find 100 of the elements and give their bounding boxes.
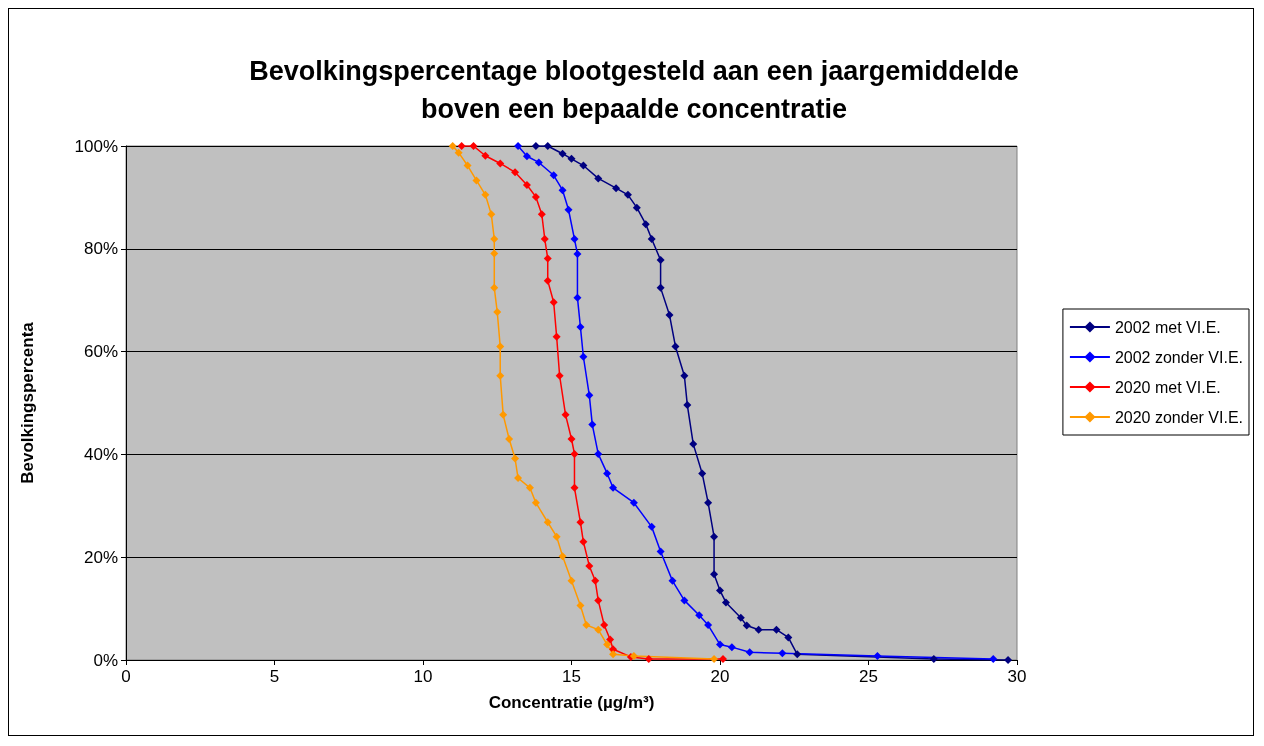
point	[716, 586, 724, 595]
point	[490, 249, 499, 258]
point	[612, 184, 621, 193]
point	[680, 596, 689, 605]
point	[591, 576, 600, 585]
point	[745, 648, 754, 657]
point	[647, 235, 656, 244]
point	[531, 142, 540, 150]
point	[570, 235, 579, 244]
point	[641, 220, 650, 229]
point	[555, 371, 564, 380]
point	[594, 174, 603, 183]
point	[718, 654, 727, 663]
point	[552, 332, 561, 341]
point	[543, 142, 552, 150]
point	[647, 522, 656, 531]
point	[567, 434, 576, 443]
point	[564, 205, 573, 214]
point	[727, 643, 736, 652]
point	[487, 210, 496, 219]
point	[683, 401, 692, 410]
point	[695, 611, 704, 620]
x-tick-label: 10	[413, 667, 433, 686]
point	[522, 152, 531, 161]
point	[609, 650, 618, 659]
point	[576, 518, 585, 527]
point	[531, 498, 540, 507]
point	[594, 596, 603, 605]
y-tick-label: 0%	[93, 650, 118, 670]
point	[704, 621, 713, 630]
chart-title: Bevolkingspercentage blootgesteld aan een jaargemiddelde boven een bepaalde concentratie	[249, 56, 1019, 124]
point	[603, 640, 612, 649]
point	[603, 469, 612, 478]
legend-label: 2020 zonder VI.E.	[1114, 408, 1244, 426]
y-tick-label: 40%	[83, 444, 118, 464]
point	[469, 142, 478, 150]
point	[540, 235, 549, 244]
x-tick-label: 5	[269, 667, 280, 686]
point	[558, 552, 567, 561]
x-axis-title: Concentratie (µg/m³)	[488, 693, 655, 712]
point	[576, 322, 585, 331]
point	[457, 142, 466, 150]
point	[490, 283, 499, 292]
point	[505, 434, 514, 443]
point	[561, 410, 570, 419]
point	[537, 210, 546, 219]
point	[721, 598, 730, 607]
point	[1004, 656, 1013, 664]
point	[543, 254, 552, 263]
point	[582, 621, 591, 630]
y-tick-label: 20%	[83, 547, 118, 567]
point	[629, 498, 638, 507]
point	[522, 181, 531, 190]
point	[588, 420, 597, 429]
point	[481, 190, 490, 199]
point	[698, 469, 707, 478]
point	[549, 171, 558, 180]
point	[656, 256, 665, 265]
point	[793, 650, 802, 659]
point	[784, 633, 793, 642]
point	[481, 151, 490, 160]
point	[778, 649, 787, 658]
point	[573, 293, 582, 302]
legend-label: 2020 met VI.E.	[1114, 378, 1221, 396]
point	[736, 613, 745, 622]
point	[496, 159, 505, 168]
point	[496, 371, 505, 380]
point	[534, 158, 543, 167]
point	[511, 454, 520, 463]
y-tick-label: 80%	[83, 239, 118, 259]
point	[531, 192, 540, 201]
point	[579, 161, 588, 170]
point	[668, 576, 677, 585]
point	[873, 651, 882, 660]
point	[632, 203, 641, 212]
point	[594, 625, 603, 634]
point	[671, 342, 680, 351]
point	[594, 449, 603, 458]
point	[579, 537, 588, 546]
point	[585, 561, 594, 570]
x-tick-label: 0	[121, 667, 131, 686]
point	[514, 142, 523, 150]
point	[454, 148, 463, 157]
point	[567, 576, 576, 585]
point	[600, 621, 609, 630]
point	[609, 483, 618, 492]
point	[623, 190, 632, 199]
point	[689, 440, 698, 449]
point	[490, 235, 499, 244]
point	[644, 654, 653, 663]
point	[665, 311, 674, 320]
point	[543, 518, 552, 527]
point	[570, 483, 579, 492]
y-axis-title: Bevolkingspercenta	[18, 321, 37, 484]
point	[680, 371, 689, 380]
x-tick-label: 20	[710, 667, 730, 686]
point	[558, 149, 567, 158]
point	[704, 498, 713, 507]
point	[493, 308, 502, 317]
point	[472, 176, 481, 185]
